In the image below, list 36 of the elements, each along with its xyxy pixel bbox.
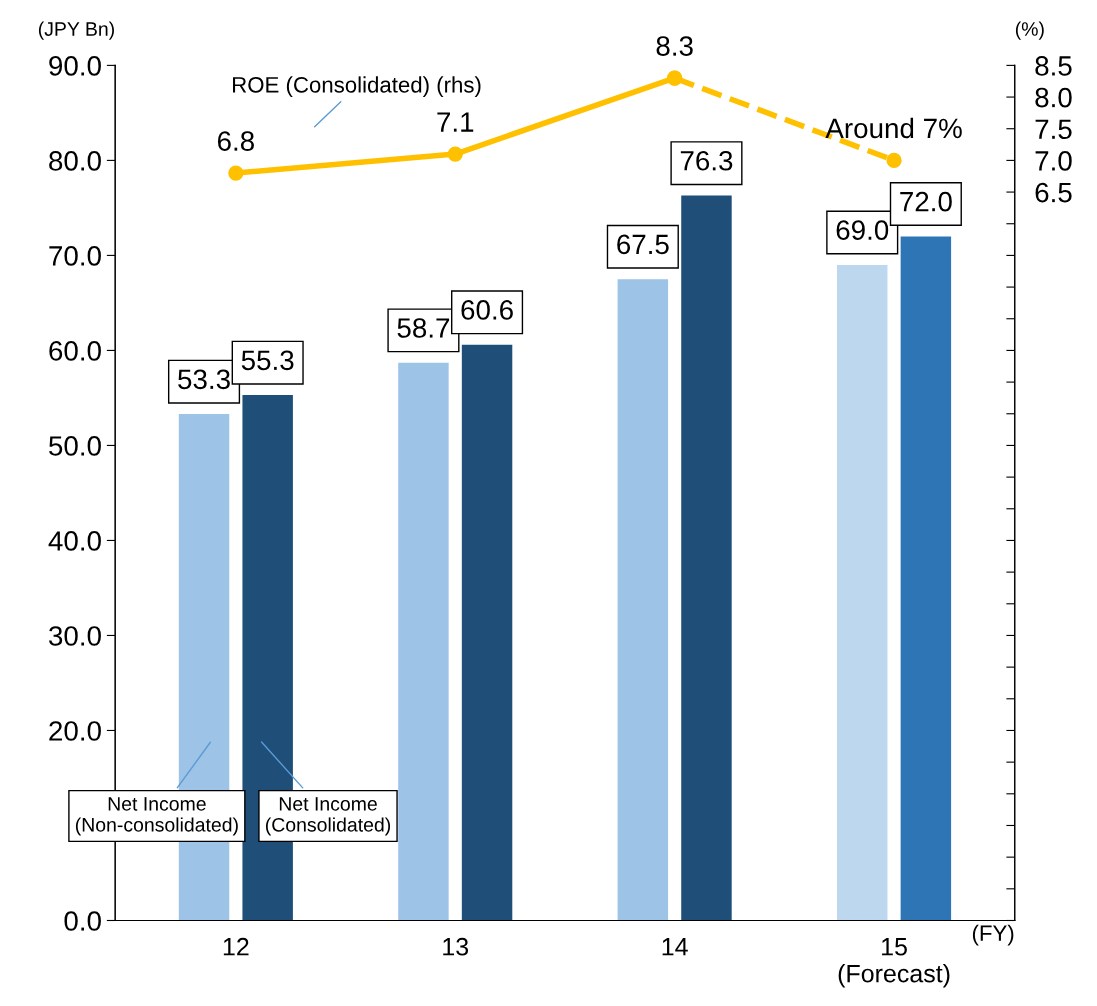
y-tick-label: 20.0 (49, 721, 101, 741)
x-tick-label: 12 (223, 937, 249, 956)
y-tick-label: 70.0 (49, 246, 101, 266)
data-label: 76.3 (680, 150, 733, 171)
y-tick-label: 0.0 (64, 911, 101, 931)
data-label: 60.6 (461, 300, 513, 320)
y2-tick-label: 7.5 (1035, 119, 1072, 140)
y-tick-label: 90.0 (49, 56, 101, 76)
y2-tick-label: 8.0 (1035, 87, 1072, 108)
y-axis-title: (JPY Bn) (38, 21, 114, 40)
data-label: 72.0 (900, 191, 952, 212)
data-label: Around 7% (825, 117, 962, 139)
data-label: 6.8 (217, 131, 254, 151)
data-label: 7.1 (437, 112, 474, 132)
y2-tick-label: 6.5 (1035, 182, 1072, 203)
data-label: 69.0 (836, 220, 889, 240)
y-tick-label: 40.0 (48, 531, 101, 551)
series-label: Net Income (Consolidated) (265, 797, 391, 836)
y-tick-label: 50.0 (49, 436, 101, 456)
y2-tick-label: 7.0 (1035, 151, 1072, 171)
data-label: 58.7 (397, 318, 450, 338)
y2-axis-title: (%) (1015, 21, 1044, 40)
series-label: Net Income (Non-consolidated) (75, 797, 238, 836)
data-label: 67.5 (617, 234, 669, 255)
data-label: 55.3 (241, 350, 294, 371)
x-tick-label: 15 (Forecast) (838, 938, 950, 988)
y-tick-label: 30.0 (48, 626, 101, 646)
text: ROE (Consolidated) (rhs) (233, 76, 481, 98)
x-axis-title: (FY) (972, 924, 1014, 946)
x-tick-label: 13 (443, 937, 469, 956)
data-label: 53.3 (178, 369, 230, 390)
data-label: 8.3 (656, 36, 693, 56)
y2-tick-label: 8.5 (1035, 56, 1072, 76)
y-tick-label: 60.0 (49, 341, 101, 361)
x-tick-label: 14 (662, 938, 688, 956)
y-tick-label: 80.0 (49, 151, 101, 171)
